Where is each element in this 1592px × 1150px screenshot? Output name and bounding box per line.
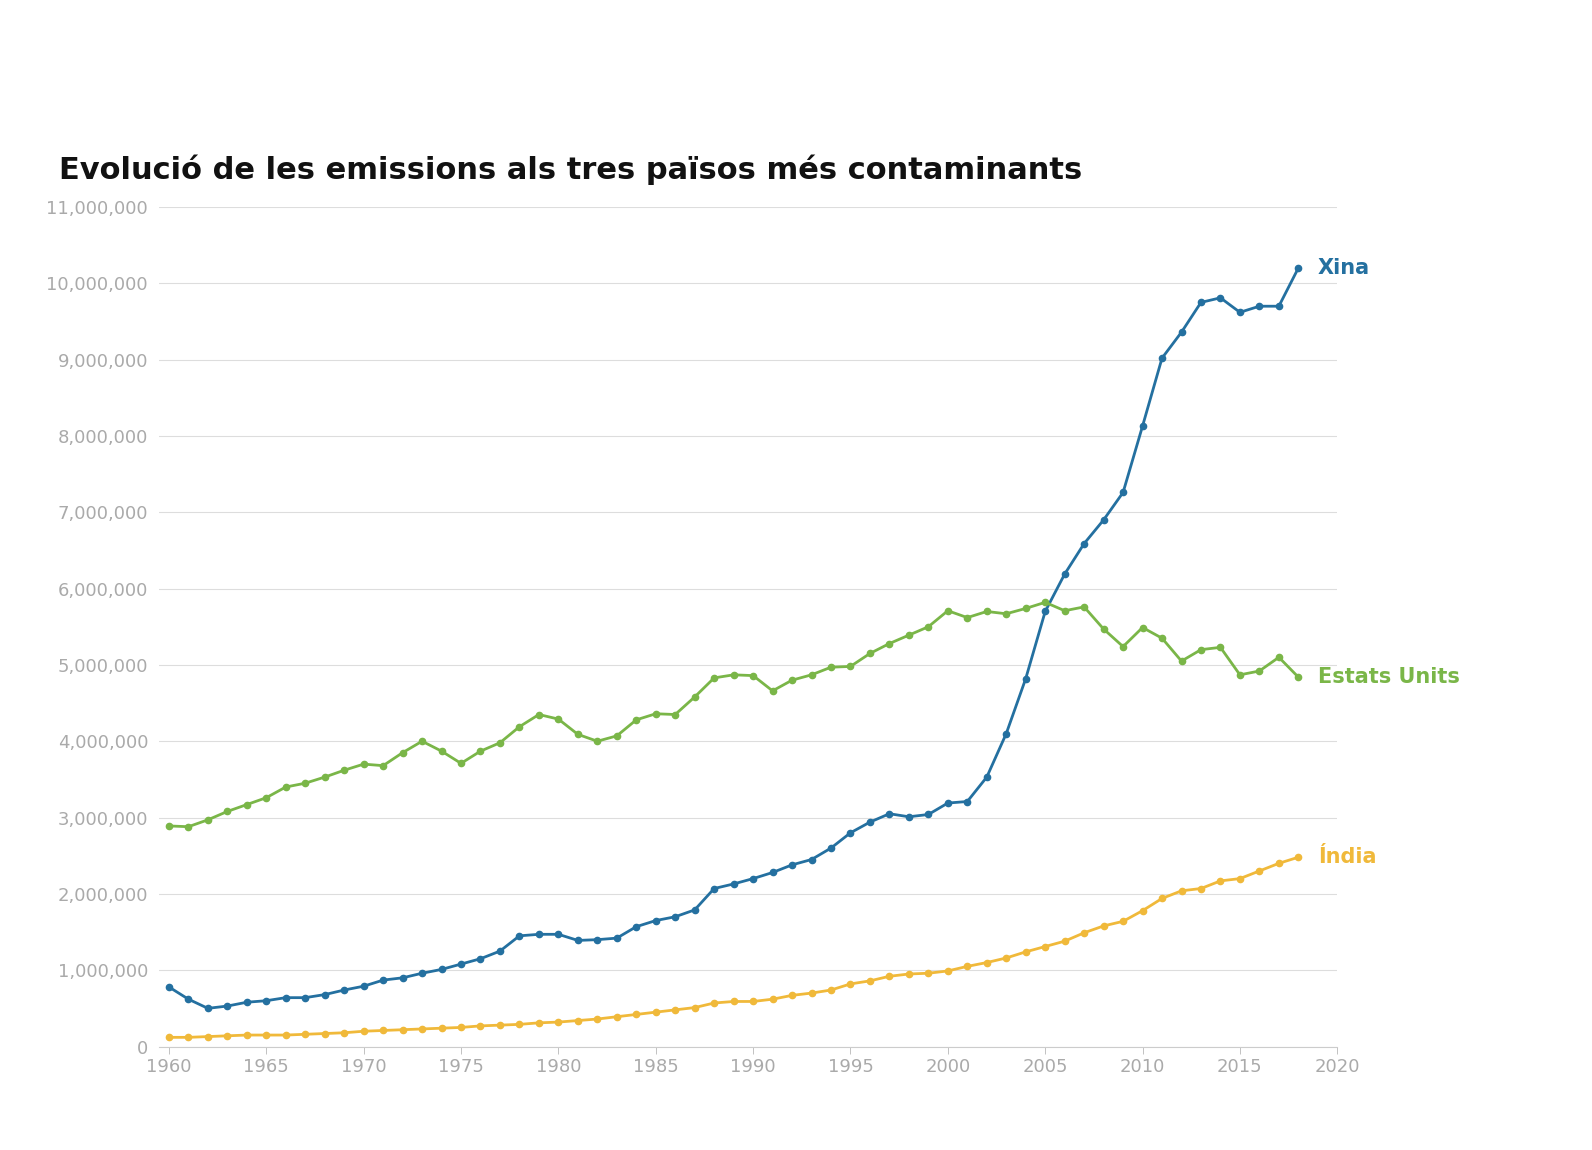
Text: Estats Units: Estats Units [1318,667,1460,687]
Text: Evolució de les emissions als tres països més contaminants: Evolució de les emissions als tres païso… [59,155,1083,185]
Text: Índia: Índia [1318,848,1375,867]
Text: Xina: Xina [1318,258,1369,278]
